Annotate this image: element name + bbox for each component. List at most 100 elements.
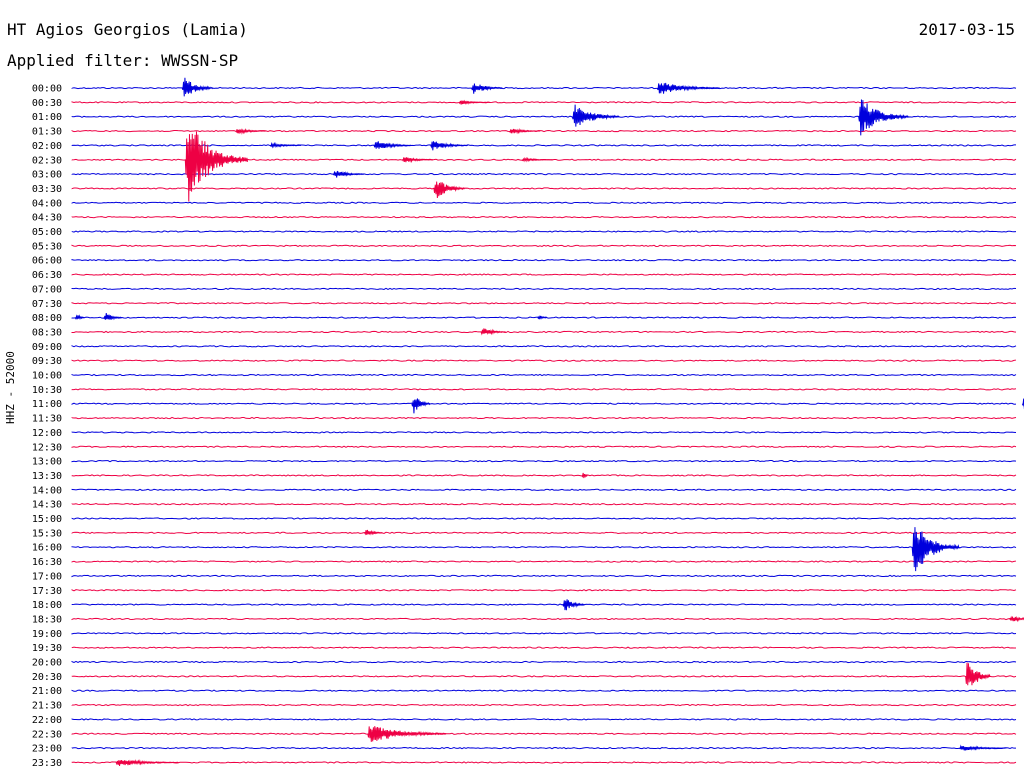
row-label: 12:30	[32, 442, 62, 453]
row-label: 00:30	[32, 98, 62, 109]
trace-row-0400	[71, 201, 1017, 204]
row-label: 07:00	[32, 284, 62, 295]
row-label: 14:00	[32, 485, 62, 496]
row-label: 08:30	[32, 327, 62, 338]
row-label: 22:30	[32, 729, 62, 740]
seismic-event	[521, 156, 553, 163]
row-label: 06:30	[32, 270, 62, 281]
trace-row-1130	[71, 416, 1017, 420]
trace-row-0730	[71, 302, 1017, 305]
row-label: 12:00	[32, 428, 62, 439]
seismic-event	[411, 398, 431, 414]
trace-row-0030	[71, 101, 1017, 104]
seismic-event	[74, 314, 85, 320]
seismic-event	[115, 759, 179, 767]
row-label: 13:30	[32, 471, 62, 482]
trace-row-1330	[71, 474, 1017, 477]
seismic-event	[562, 599, 585, 611]
trace-row-1530	[71, 531, 1017, 534]
row-label: 01:00	[32, 112, 62, 123]
trace-row-0000	[71, 86, 1017, 90]
row-label: 20:00	[32, 658, 62, 669]
row-label: 19:00	[32, 629, 62, 640]
trace-row-0200	[71, 144, 1016, 147]
row-label: 02:00	[32, 141, 62, 152]
trace-row-1930	[71, 646, 1017, 649]
row-label: 03:30	[32, 184, 62, 195]
seismic-event	[911, 527, 960, 572]
row-label: 00:00	[32, 84, 62, 95]
trace-row-0100	[71, 115, 1017, 118]
seismic-event	[858, 99, 909, 136]
seismic-event	[332, 170, 365, 178]
trace-row-1630	[71, 560, 1017, 563]
row-label: 13:00	[32, 457, 62, 468]
seismic-event	[581, 472, 588, 479]
row-label: 16:00	[32, 543, 62, 554]
seismic-event	[235, 128, 267, 135]
row-label: 15:30	[32, 528, 62, 539]
trace-row-0700	[71, 287, 1017, 291]
trace-row-1600	[71, 546, 1017, 549]
row-label: 17:30	[32, 586, 62, 597]
row-label: 09:00	[32, 342, 62, 353]
trace-row-0300	[71, 172, 1017, 176]
trace-row-2300	[71, 746, 1017, 750]
row-label: 11:00	[32, 399, 62, 410]
row-label: 22:00	[32, 715, 62, 726]
seismic-event	[269, 141, 302, 149]
seismic-event	[364, 529, 384, 536]
row-label: 08:00	[32, 313, 62, 324]
row-label: 10:30	[32, 385, 62, 396]
seismic-event	[1009, 615, 1024, 623]
seismic-event	[184, 131, 249, 202]
filter-label: Applied filter: WWSSN-SP	[7, 51, 239, 70]
row-label: 01:30	[32, 127, 62, 138]
row-label: 23:30	[32, 758, 62, 769]
station-title: HT Agios Georgios (Lamia)	[7, 20, 248, 39]
seismic-event	[103, 312, 122, 321]
seismic-event	[458, 99, 490, 105]
trace-row-1300	[71, 459, 1017, 463]
trace-row-0130	[71, 129, 1017, 133]
trace-row-0600	[71, 258, 1017, 262]
seismic-event	[471, 83, 503, 94]
row-label: 21:00	[32, 686, 62, 697]
seismic-event	[959, 744, 1007, 751]
seismic-event	[430, 141, 469, 151]
seismic-event	[965, 662, 991, 686]
seismic-event	[367, 726, 447, 742]
trace-row-0430	[71, 215, 1017, 219]
trace-row-0830	[71, 330, 1017, 334]
trace-row-0630	[71, 273, 1017, 276]
trace-row-1900	[71, 632, 1017, 635]
row-label: 05:30	[32, 241, 62, 252]
trace-row-1030	[71, 388, 1017, 391]
trace-row-2330	[71, 761, 1017, 764]
trace-row-1100	[71, 402, 1017, 405]
trace-row-2030	[71, 675, 1017, 678]
trace-row-1230	[71, 445, 1017, 448]
trace-row-1830	[71, 617, 1017, 621]
row-label: 02:30	[32, 155, 62, 166]
row-label: 18:00	[32, 600, 62, 611]
trace-row-0930	[71, 359, 1017, 362]
row-label: 21:30	[32, 701, 62, 712]
trace-row-1000	[71, 373, 1017, 377]
row-label: 11:30	[32, 414, 62, 425]
row-label: 04:00	[32, 198, 62, 209]
trace-row-0330	[71, 187, 1017, 190]
trace-row-1400	[71, 488, 1017, 491]
row-label: 05:00	[32, 227, 62, 238]
seismic-event	[656, 82, 720, 94]
row-label: 23:00	[32, 744, 62, 755]
trace-row-1730	[71, 589, 1017, 592]
row-label: 17:00	[32, 571, 62, 582]
row-label: 03:00	[32, 170, 62, 181]
row-label: 14:30	[32, 500, 62, 511]
trace-row-0500	[71, 230, 1017, 233]
trace-row-1800	[71, 603, 1017, 606]
trace-row-2100	[71, 689, 1017, 692]
seismic-event	[508, 128, 541, 135]
